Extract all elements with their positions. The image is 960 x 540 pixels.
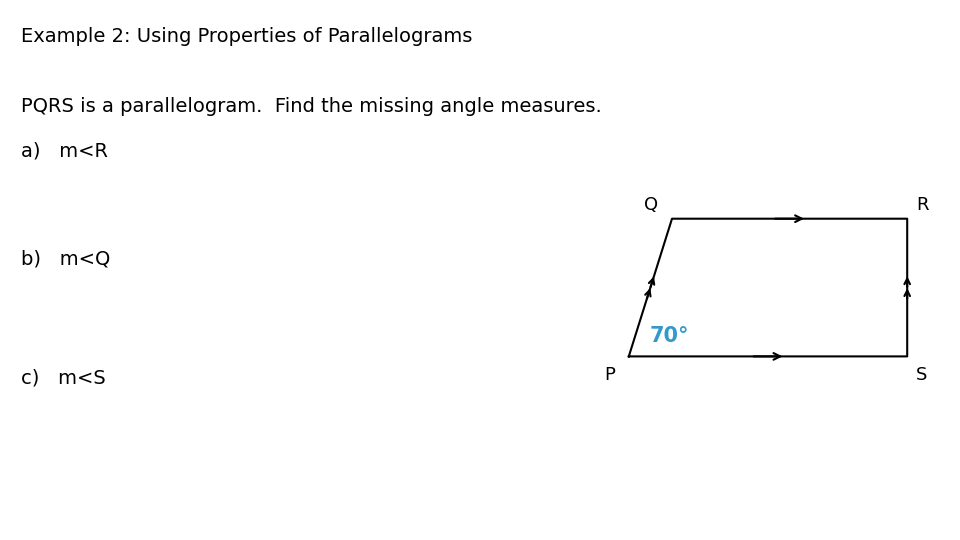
- Text: Q: Q: [644, 196, 659, 214]
- Text: S: S: [916, 366, 927, 384]
- Text: a)   m<R: a) m<R: [21, 141, 108, 161]
- Text: c)   m<S: c) m<S: [21, 368, 106, 388]
- Text: b)   m<Q: b) m<Q: [21, 249, 110, 269]
- Text: 70°: 70°: [650, 326, 689, 346]
- Text: R: R: [916, 196, 928, 214]
- Text: Example 2: Using Properties of Parallelograms: Example 2: Using Properties of Parallelo…: [21, 27, 472, 46]
- Text: PQRS is a parallelogram.  Find the missing angle measures.: PQRS is a parallelogram. Find the missin…: [21, 97, 602, 116]
- Text: P: P: [604, 366, 615, 384]
